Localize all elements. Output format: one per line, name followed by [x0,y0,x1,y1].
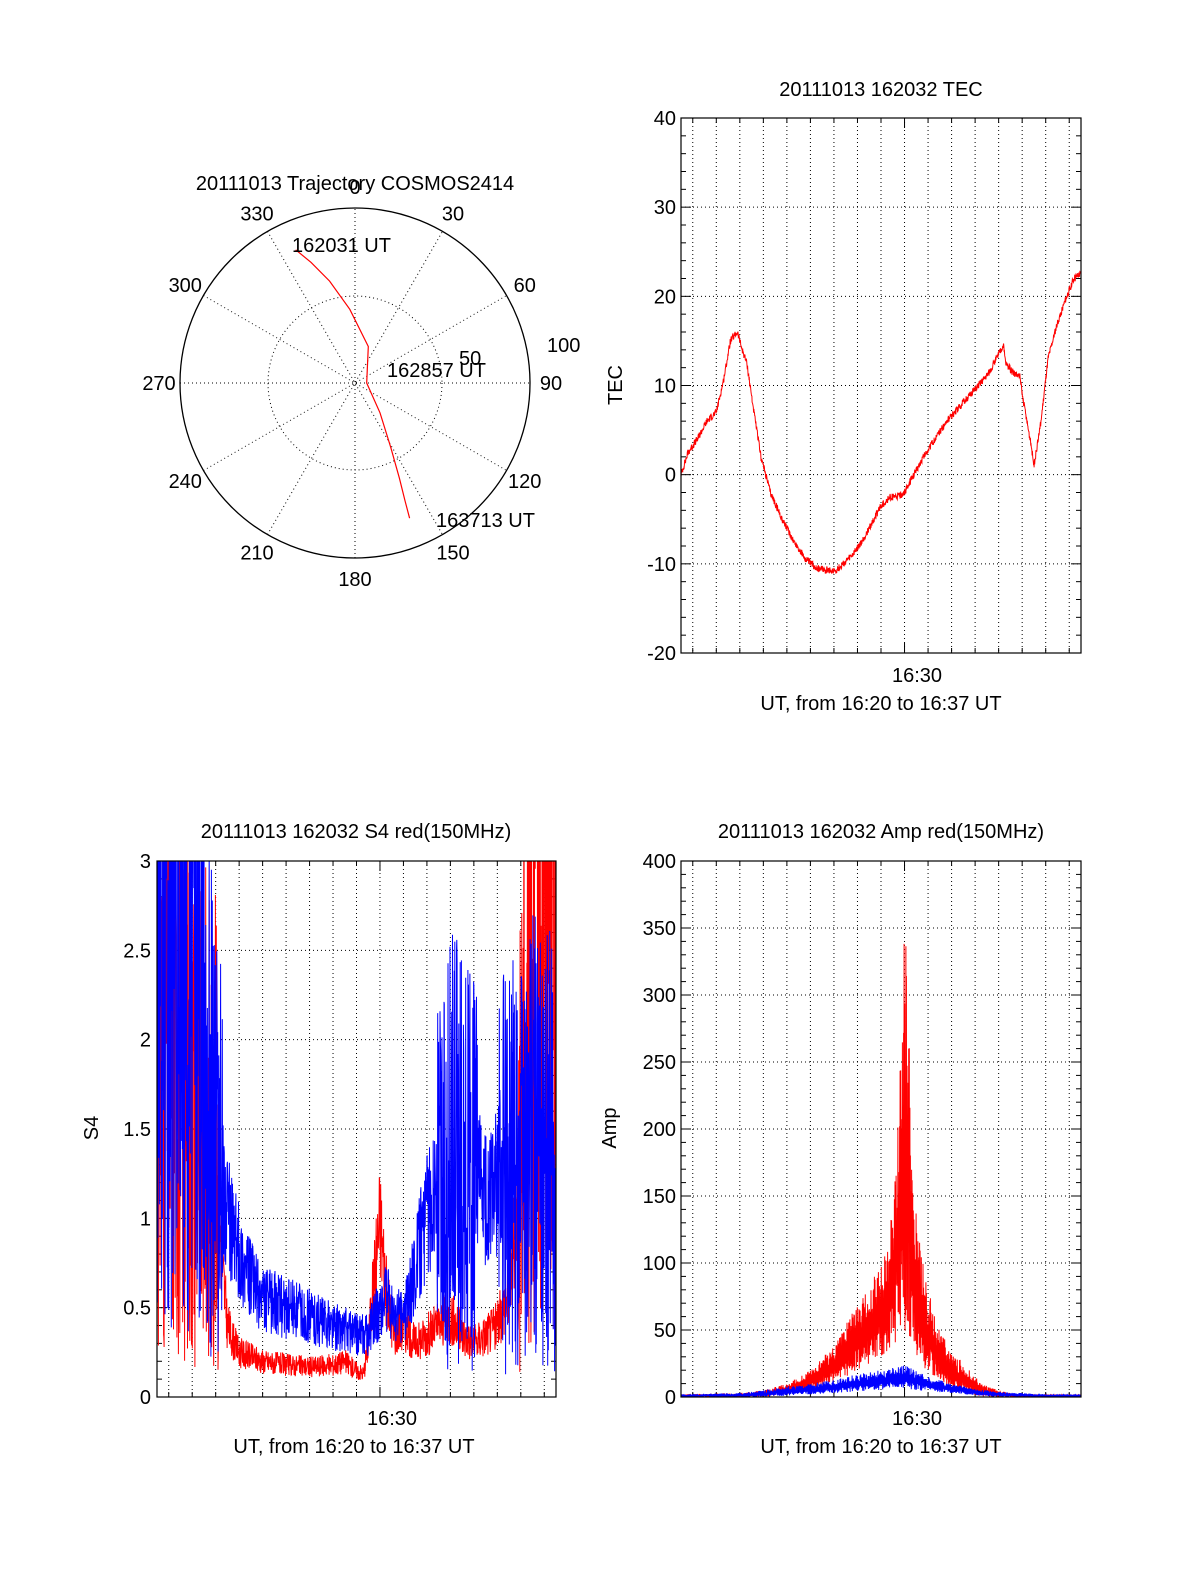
s4-y-tick-label: 0.5 [123,1298,151,1320]
amp-y-tick-label: 300 [643,985,676,1007]
trajectory-end-label: 163713 UT [436,510,535,532]
amp-x-axis-label: UT, from 16:20 to 16:37 UT [760,1436,1001,1458]
amp-series-red-line [681,943,1081,1397]
trajectory-line [295,249,411,519]
amp-y-tick-label: 250 [643,1052,676,1074]
tec-y-tick-label: 30 [654,197,676,219]
polar-chart-title: 20111013 Trajectory COSMOS2414 [196,173,514,195]
polar-angle-labels: 0 30 60 90 120 150 180 210 240 270 300 330 [142,177,562,591]
polar-angle-label: 270 [142,373,175,395]
amp-chart: 20111013 162032 Amp red(150MHz) Amp UT, … [599,821,1082,1458]
polar-radius-label-100: 100 [547,335,580,357]
s4-series-red-line [157,861,556,1380]
s4-series-blue-line [157,861,556,1375]
tec-chart-title: 20111013 162032 TEC [779,79,983,101]
tec-chart: 20111013 162032 TEC TEC UT, from 16:20 t… [605,79,1082,715]
amp-y-tick-label: 0 [665,1387,676,1409]
polar-angle-label: 300 [169,275,202,297]
s4-y-axis-label: S4 [81,1116,103,1140]
tec-y-tick-label: 0 [665,465,676,487]
polar-angle-label: 150 [436,543,469,565]
s4-y-tick-label: 0 [140,1387,151,1409]
amp-y-tick-label: 100 [643,1253,676,1275]
s4-x-axis-label: UT, from 16:20 to 16:37 UT [233,1436,474,1458]
tec-series-group [681,270,1081,574]
tec-y-tick-label: -20 [647,643,676,665]
tec-series-red-line [681,270,1081,574]
polar-inner-circle [267,295,443,471]
s4-y-tick-label: 1 [140,1208,151,1230]
s4-series-group [157,861,556,1380]
amp-plot-frame [680,860,1082,1398]
polar-angle-label: 210 [240,543,273,565]
amp-y-tick-label: 150 [643,1186,676,1208]
s4-y-tick-label: 1.5 [123,1119,151,1141]
tec-y-tick-label: 20 [654,286,676,308]
s4-y-tick-label: 3 [140,851,151,873]
s4-x-tick-label: 16:30 [367,1408,417,1430]
tec-plot-frame [680,117,1082,654]
polar-angle-label: 60 [514,275,536,297]
s4-y-tick-label: 2.5 [123,940,151,962]
trajectory-start-label: 162031 UT [292,235,391,257]
s4-plot-frame [156,860,557,1398]
polar-angle-label: 240 [169,471,202,493]
amp-y-tick-label: 350 [643,918,676,940]
polar-trajectory-chart: 20111013 Trajectory COSMOS2414 0 30 60 90 12… [142,173,580,591]
tec-y-axis-label: TEC [605,365,627,405]
tec-y-tick-label: -10 [647,554,676,576]
amp-series-group [681,943,1081,1397]
polar-angle-label: 30 [442,203,464,225]
amp-chart-title: 20111013 162032 Amp red(150MHz) [718,821,1044,843]
tec-x-tick-label: 16:30 [892,665,942,687]
polar-angle-label: 120 [508,471,541,493]
s4-chart-title: 20111013 162032 S4 red(150MHz) [201,821,512,843]
tec-y-tick-label: 40 [654,108,676,130]
polar-angle-label: 330 [240,203,273,225]
amp-y-tick-label: 200 [643,1119,676,1141]
amp-x-tick-label: 16:30 [892,1408,942,1430]
tec-x-axis-label: UT, from 16:20 to 16:37 UT [760,693,1001,715]
s4-chart: 20111013 162032 S4 red(150MHz) S4 UT, fr… [81,821,557,1458]
amp-y-tick-label: 400 [643,851,676,873]
tec-y-tick-label: 10 [654,376,676,398]
polar-angle-label: 0 [349,177,360,199]
amp-series-blue-line [681,1365,1081,1397]
polar-angle-label: 90 [540,373,562,395]
s4-y-tick-label: 2 [140,1030,151,1052]
polar-spokes [180,208,530,558]
trajectory-mid-label: 162857 UT [387,360,486,382]
amp-y-tick-label: 50 [654,1320,676,1342]
polar-angle-label: 180 [338,569,371,591]
amp-y-axis-label: Amp [599,1107,621,1148]
polar-radius-label-50: 50 [459,348,481,370]
